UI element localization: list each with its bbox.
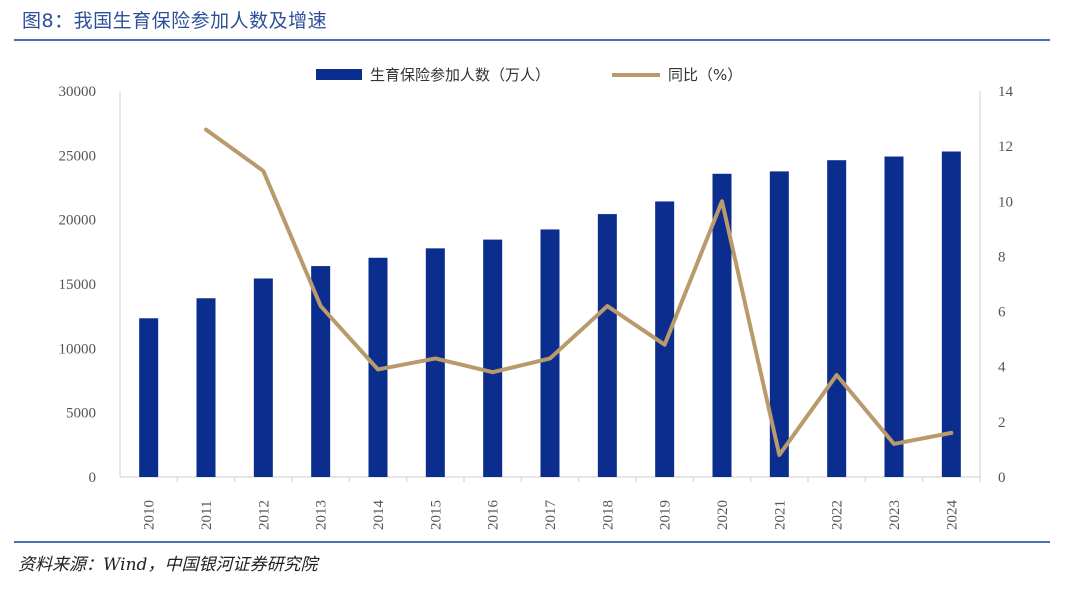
line-series	[204, 127, 954, 457]
x-tick-label: 2022	[830, 500, 846, 530]
y-left-tick-label: 30000	[59, 84, 97, 100]
bar	[712, 173, 732, 477]
y-right-tick-label: 6	[998, 305, 1006, 321]
bar	[196, 298, 216, 477]
figure-title: 图8：我国生育保险参加人数及增速	[22, 10, 328, 32]
bar-series	[139, 151, 961, 478]
bar	[941, 151, 961, 477]
y-left-tick-label: 0	[89, 470, 97, 486]
bar	[311, 266, 331, 477]
x-tick-label: 2015	[428, 500, 444, 530]
growth-line	[204, 127, 954, 457]
y-left-tick-label: 25000	[59, 148, 97, 164]
bar	[884, 156, 904, 477]
y-right-tick-label: 2	[998, 415, 1006, 431]
top-rule	[14, 39, 1050, 41]
x-tick-label: 2020	[715, 500, 731, 530]
bar	[253, 278, 273, 477]
y-left-tick-label: 15000	[59, 277, 97, 293]
source-note: 资料来源：Wind，中国银河证券研究院	[18, 555, 318, 575]
x-tick-label: 2016	[486, 500, 502, 530]
x-tick-label: 2023	[887, 500, 903, 530]
legend-bar-swatch	[316, 69, 362, 80]
x-tick-label: 2011	[199, 501, 215, 530]
x-tick-label: 2010	[142, 500, 158, 530]
x-tick-label: 2018	[600, 500, 616, 530]
bottom-rule	[14, 541, 1050, 543]
bar	[827, 160, 847, 478]
y-right-tick-label: 10	[998, 194, 1013, 210]
y-left-tick-label: 20000	[59, 213, 97, 229]
y-right-tick-label: 12	[998, 139, 1013, 155]
legend: 生育保险参加人数（万人） 同比（%）	[316, 66, 742, 84]
y-right-tick-label: 8	[998, 249, 1006, 265]
x-tick-label: 2021	[772, 500, 788, 530]
bar	[597, 214, 617, 478]
y-right-tick-label: 14	[998, 84, 1014, 100]
legend-bar-label: 生育保险参加人数（万人）	[370, 66, 550, 84]
x-tick-label: 2013	[314, 500, 330, 530]
x-tick-label: 2012	[256, 500, 272, 530]
y-left-tick-label: 10000	[59, 341, 97, 357]
x-tick-label: 2017	[543, 500, 559, 531]
y-left-tick-label: 5000	[66, 406, 96, 422]
bar	[655, 201, 675, 477]
y-right-tick-label: 0	[998, 470, 1006, 486]
y-right-tick-label: 4	[998, 360, 1006, 376]
bar	[139, 318, 159, 477]
x-tick-label: 2024	[944, 500, 960, 531]
bar	[540, 229, 560, 477]
bar	[483, 239, 503, 477]
bar	[769, 171, 789, 477]
x-tick-label: 2019	[658, 500, 674, 530]
bar	[425, 248, 445, 477]
x-tick-label: 2014	[371, 500, 387, 531]
legend-line-label: 同比（%）	[668, 66, 742, 84]
